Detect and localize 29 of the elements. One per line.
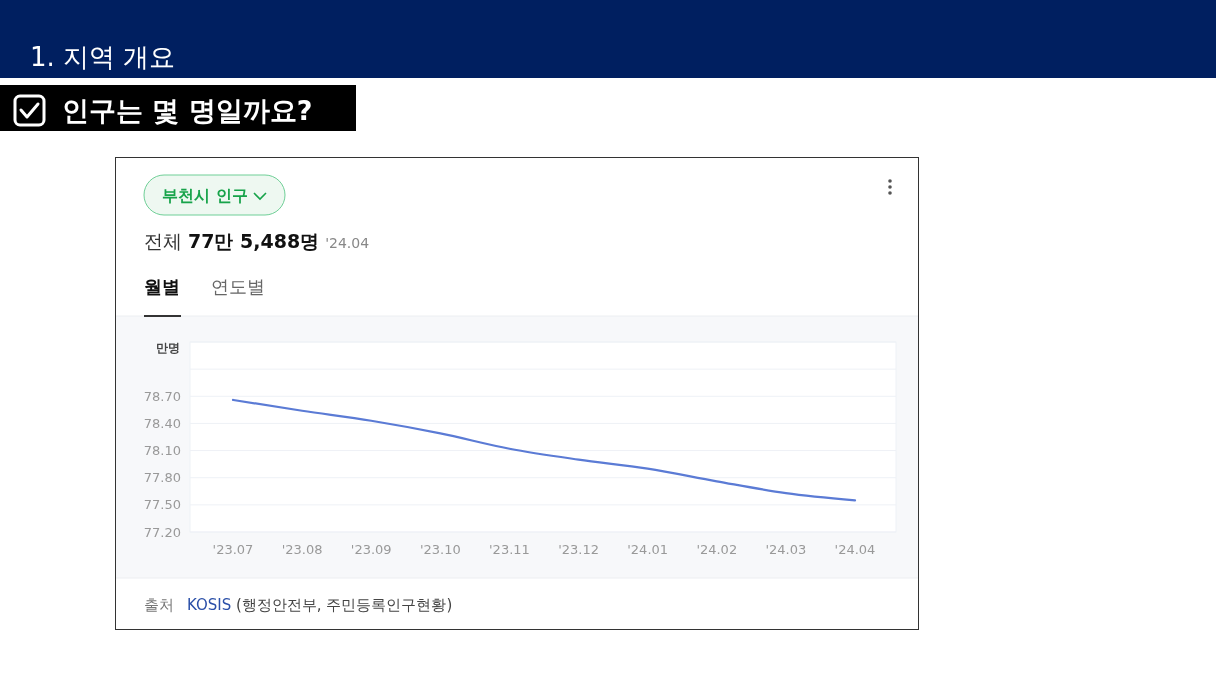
y-tick-label: 78.70 xyxy=(143,388,181,404)
text: '24.04 xyxy=(325,235,370,251)
y-tick-label: 77.80 xyxy=(143,470,181,486)
y-tick-label: 78.40 xyxy=(143,415,181,431)
x-tick-label: '23.11 xyxy=(489,542,530,557)
x-tick-label: '24.01 xyxy=(627,542,669,557)
x-tick-label: '24.02 xyxy=(696,542,738,557)
text: 부천시 인구 xyxy=(162,186,248,205)
text: 연도별 xyxy=(211,276,265,297)
line-series xyxy=(231,398,857,502)
y-tick-label: 77.50 xyxy=(143,497,181,513)
x-tick-label: '24.04 xyxy=(834,542,876,557)
x-tick-label: '23.08 xyxy=(281,542,323,557)
text: (행정안전부, 주민등록인구현황) xyxy=(236,596,453,614)
x-tick-label: '23.07 xyxy=(212,542,254,557)
text: 77만 5,488명 xyxy=(188,230,320,252)
text: 출처 xyxy=(144,596,174,614)
x-tick-label: '23.12 xyxy=(558,542,599,557)
x-tick-label: '24.03 xyxy=(765,542,807,557)
x-tick-label: '23.10 xyxy=(419,542,461,557)
chart-title: 1. 지역 개요 xyxy=(30,42,176,72)
y-axis-title: 만명 xyxy=(156,341,180,355)
x-tick-label: '23.09 xyxy=(350,542,392,557)
text: KOSIS xyxy=(187,596,232,614)
text: 월별 xyxy=(144,276,180,297)
y-tick-label: 77.20 xyxy=(143,524,181,540)
text: 전체 xyxy=(144,230,182,252)
chart-subtitle: 인구는 몇 명일까요? xyxy=(62,95,313,126)
y-tick-label: 78.10 xyxy=(143,443,181,459)
